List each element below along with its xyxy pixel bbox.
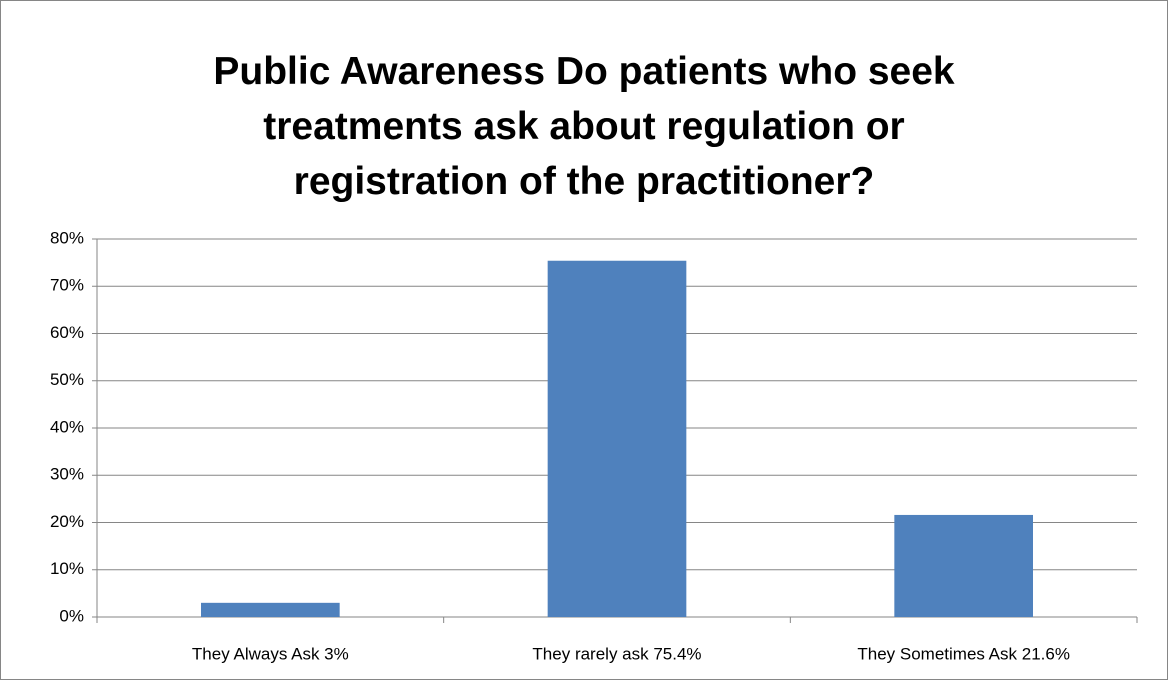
y-tick-label: 20% bbox=[50, 512, 84, 531]
y-tick-label: 70% bbox=[50, 276, 84, 295]
y-tick-label: 10% bbox=[50, 559, 84, 578]
bar bbox=[201, 602, 340, 617]
x-tick-label: They rarely ask 75.4% bbox=[532, 644, 701, 663]
y-tick-label: 40% bbox=[50, 417, 84, 436]
y-tick-label: 0% bbox=[59, 606, 84, 625]
bar bbox=[894, 514, 1033, 617]
y-tick-label: 80% bbox=[50, 228, 84, 247]
chart-title: Public Awareness Do patients who seek tr… bbox=[213, 50, 955, 203]
y-tick-label: 30% bbox=[50, 465, 84, 484]
bar bbox=[547, 260, 687, 617]
x-tick-label: They Always Ask 3% bbox=[192, 644, 349, 663]
y-tick-label: 60% bbox=[50, 323, 84, 342]
x-tick-label: They Sometimes Ask 21.6% bbox=[857, 644, 1070, 663]
y-tick-label: 50% bbox=[50, 370, 84, 389]
